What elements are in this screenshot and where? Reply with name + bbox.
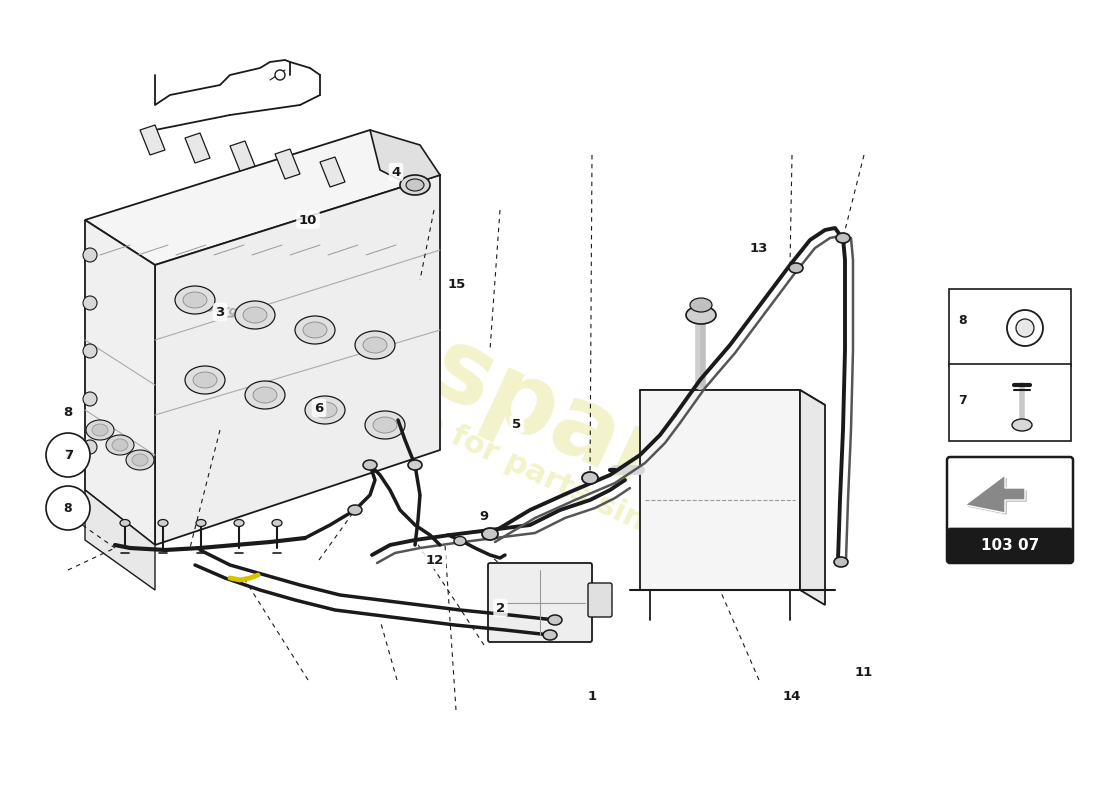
Ellipse shape (175, 286, 214, 314)
Polygon shape (230, 141, 255, 171)
FancyBboxPatch shape (947, 457, 1072, 563)
Text: 2: 2 (496, 602, 505, 614)
Text: 10: 10 (299, 214, 317, 226)
Ellipse shape (272, 519, 282, 526)
Text: 7: 7 (64, 450, 73, 462)
FancyBboxPatch shape (949, 289, 1071, 366)
Ellipse shape (363, 337, 387, 353)
Circle shape (46, 433, 90, 477)
Text: 7: 7 (64, 449, 73, 462)
Circle shape (1016, 319, 1034, 337)
Text: 103 07: 103 07 (981, 538, 1040, 553)
Ellipse shape (789, 263, 803, 273)
Circle shape (275, 70, 285, 80)
Polygon shape (640, 390, 825, 405)
Polygon shape (640, 390, 800, 590)
Ellipse shape (406, 179, 424, 191)
Circle shape (1006, 310, 1043, 346)
Ellipse shape (363, 460, 377, 470)
Polygon shape (370, 130, 440, 185)
FancyBboxPatch shape (588, 583, 612, 617)
Polygon shape (800, 390, 825, 605)
Text: 1: 1 (587, 690, 596, 702)
Ellipse shape (295, 316, 336, 344)
Ellipse shape (365, 411, 405, 439)
Text: 9: 9 (480, 510, 488, 522)
Ellipse shape (305, 396, 345, 424)
Polygon shape (320, 157, 345, 187)
Ellipse shape (158, 519, 168, 526)
Ellipse shape (235, 301, 275, 329)
Text: 12: 12 (426, 554, 443, 566)
Polygon shape (965, 475, 1025, 513)
Polygon shape (275, 149, 300, 179)
Ellipse shape (183, 292, 207, 308)
Text: 14: 14 (783, 690, 801, 702)
Ellipse shape (454, 537, 466, 546)
Ellipse shape (245, 381, 285, 409)
Circle shape (82, 248, 97, 262)
Ellipse shape (355, 331, 395, 359)
Text: a passion for parts since 1985: a passion for parts since 1985 (289, 347, 771, 593)
Text: 4: 4 (392, 166, 400, 178)
Ellipse shape (253, 387, 277, 403)
Ellipse shape (548, 615, 562, 625)
Ellipse shape (234, 519, 244, 526)
Ellipse shape (86, 420, 114, 440)
Text: 5: 5 (513, 418, 521, 430)
Ellipse shape (106, 435, 134, 455)
Text: 8: 8 (64, 406, 73, 418)
Text: 15: 15 (448, 278, 465, 290)
Text: eurospares: eurospares (183, 213, 796, 567)
Ellipse shape (112, 439, 128, 451)
Ellipse shape (126, 450, 154, 470)
Text: 3: 3 (216, 306, 224, 318)
Polygon shape (185, 133, 210, 163)
Polygon shape (85, 220, 155, 545)
Ellipse shape (373, 417, 397, 433)
Ellipse shape (1012, 419, 1032, 431)
Text: 11: 11 (855, 666, 872, 678)
FancyBboxPatch shape (488, 563, 592, 642)
Text: Lamborghini: Lamborghini (175, 298, 265, 322)
Ellipse shape (348, 505, 362, 515)
Ellipse shape (314, 402, 337, 418)
Ellipse shape (196, 519, 206, 526)
Circle shape (82, 392, 97, 406)
Text: 8: 8 (64, 502, 73, 514)
Polygon shape (85, 490, 155, 590)
Ellipse shape (92, 424, 108, 436)
Ellipse shape (690, 298, 712, 312)
Ellipse shape (543, 630, 557, 640)
Ellipse shape (185, 366, 226, 394)
FancyBboxPatch shape (948, 528, 1072, 562)
Ellipse shape (408, 460, 422, 470)
Circle shape (82, 344, 97, 358)
Polygon shape (140, 125, 165, 155)
Polygon shape (967, 477, 1027, 515)
Ellipse shape (120, 519, 130, 526)
Ellipse shape (834, 557, 848, 567)
Ellipse shape (482, 528, 498, 540)
Ellipse shape (192, 372, 217, 388)
Ellipse shape (302, 322, 327, 338)
Text: 7: 7 (958, 394, 967, 406)
Ellipse shape (243, 307, 267, 323)
Ellipse shape (400, 175, 430, 195)
Ellipse shape (582, 472, 598, 484)
Polygon shape (85, 130, 440, 265)
Circle shape (82, 296, 97, 310)
Ellipse shape (132, 454, 148, 466)
Ellipse shape (836, 233, 850, 243)
FancyBboxPatch shape (949, 364, 1071, 441)
Circle shape (46, 486, 90, 530)
Text: 6: 6 (315, 402, 323, 414)
Polygon shape (155, 175, 440, 545)
Ellipse shape (686, 306, 716, 324)
Circle shape (82, 440, 97, 454)
Text: 8: 8 (958, 314, 967, 326)
Text: 13: 13 (750, 242, 768, 254)
